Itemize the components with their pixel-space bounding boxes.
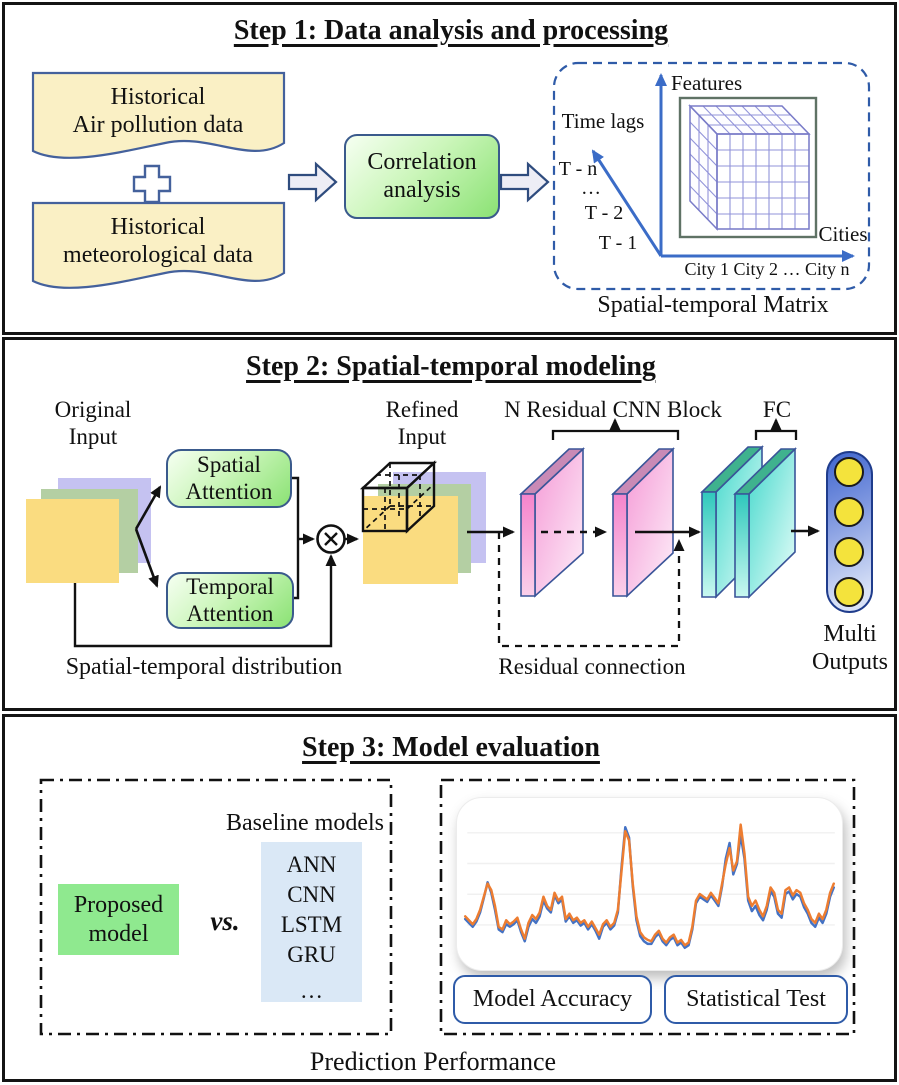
step3-panel: Step 3: Model evaluation Baseline models… (2, 714, 897, 1082)
output-node (834, 537, 864, 567)
residual-connection-line (497, 532, 685, 648)
cities-axis-label: Cities (818, 222, 868, 246)
baseline-model-item: … (300, 978, 323, 1003)
fc-slab-2 (733, 447, 797, 599)
matrix-axes (591, 73, 855, 262)
baseline-model-item: CNN (287, 882, 336, 907)
document-shape-meteorological (31, 201, 286, 289)
vs-label: vs. (210, 906, 240, 936)
output-node (834, 577, 864, 607)
temporal-attention-box: Temporal Attention (166, 572, 294, 629)
tick-t-2: T - 2 (584, 202, 624, 224)
plus-icon (132, 164, 172, 204)
prediction-chart (463, 823, 836, 950)
fc-bracket (754, 418, 798, 440)
step2-title: Step 2: Spatial-temporal modeling (246, 351, 656, 382)
baseline-models-label: Baseline models (226, 810, 384, 836)
step2-graphics (26, 418, 820, 648)
original-input-stack (26, 478, 151, 583)
time-lags-axis-label: Time lags (561, 109, 645, 133)
multiply-icon (316, 524, 346, 554)
doc-meteorological-label: Historical meteorological data (63, 214, 253, 269)
matrix-caption: Spatial-temporal Matrix (597, 292, 829, 318)
cnn-block-bracket (551, 418, 680, 440)
tick-ellipsis: … (581, 177, 601, 199)
block-arrow-icon (499, 161, 550, 203)
branch-arrows (134, 485, 162, 588)
wireframe-cube-icon (359, 460, 438, 534)
cnn-slab-1 (518, 447, 586, 598)
step3-graphics (39, 778, 856, 1036)
baseline-model-item: ANN (286, 852, 337, 877)
cnn-slab-2 (611, 447, 675, 598)
cnn-block-label: N Residual CNN Block (504, 397, 722, 422)
proposed-model-box: Proposed model (58, 884, 179, 955)
features-axis-label: Features (671, 71, 743, 95)
block-arrow-icon (287, 161, 338, 203)
chart-series-orange (463, 823, 836, 947)
prediction-chart-card (456, 797, 843, 971)
comparison-box (39, 778, 393, 1036)
step2-panel: Step 2: Spatial-temporal modeling Origin… (2, 337, 897, 711)
prediction-performance-caption: Prediction Performance (309, 1047, 557, 1076)
tick-t-n: T - n (558, 158, 598, 180)
feedback-line (73, 554, 337, 648)
cities-ticks: City 1 City 2 … City n (684, 259, 850, 279)
data-cube-icon (688, 104, 811, 231)
step1-panel: Step 1: Data analysis and processing His… (2, 2, 897, 335)
document-shape-air-pollution (31, 71, 286, 159)
residual-connection-label: Residual connection (498, 654, 686, 679)
output-node (834, 497, 864, 527)
distribution-label: Spatial-temporal distribution (65, 654, 343, 680)
performance-box (439, 778, 856, 1036)
baseline-model-item: GRU (287, 942, 336, 967)
step3-title: Step 3: Model evaluation (302, 732, 600, 763)
attention-join-lines (291, 476, 315, 600)
baseline-model-item: LSTM (280, 912, 343, 937)
fc-label: FC (762, 397, 792, 422)
doc-air-pollution-label: Historical Air pollution data (72, 84, 244, 139)
spatial-temporal-matrix-box (552, 61, 871, 291)
step1-title: Step 1: Data analysis and processing (233, 15, 669, 46)
baseline-models-box: ANN CNN LSTM GRU … (261, 842, 362, 1003)
correlation-analysis-box: Correlation analysis (344, 134, 500, 219)
step1-graphics (31, 61, 871, 291)
multi-outputs-label: Multi Outputs (811, 621, 888, 676)
model-accuracy-button: Model Accuracy (453, 975, 652, 1024)
statistical-test-button: Statistical Test (664, 975, 848, 1024)
tick-t-1: T - 1 (598, 232, 638, 254)
output-node (834, 457, 864, 487)
original-input-label: Original Input (54, 397, 132, 449)
spatial-attention-box: Spatial Attention (166, 449, 292, 508)
refined-input-label: Refined Input (385, 397, 459, 449)
